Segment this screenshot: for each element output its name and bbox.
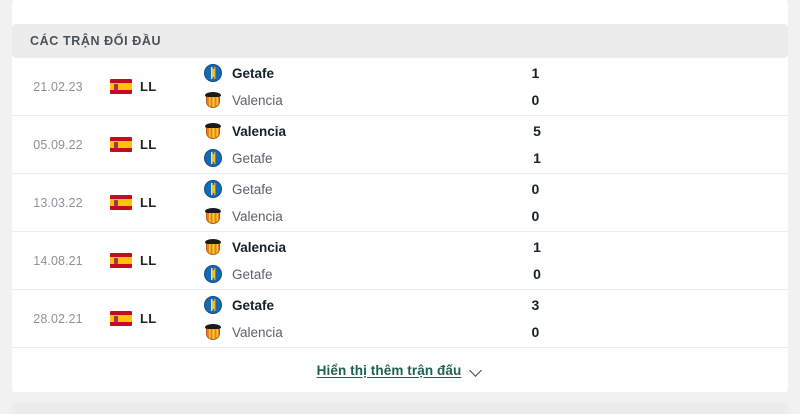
- table-row[interactable]: 14.08.21 LL Valencia: [12, 232, 788, 290]
- getafe-badge-icon: [204, 296, 222, 314]
- match-teams: Getafe Valencia: [190, 63, 460, 110]
- home-team-score: 3: [531, 297, 540, 313]
- page-right-margin: [794, 0, 800, 410]
- getafe-badge-icon: [204, 265, 222, 283]
- competition-code: LL: [140, 195, 157, 210]
- home-team-name: Getafe: [232, 297, 275, 313]
- match-scores: 1 0: [460, 63, 610, 110]
- match-competition: LL: [104, 311, 190, 326]
- match-competition: LL: [104, 137, 190, 152]
- competition-code: LL: [140, 311, 157, 326]
- away-team-name: Getafe: [232, 150, 273, 166]
- home-team-line: Getafe: [204, 295, 460, 315]
- spain-flag-icon: [110, 311, 132, 326]
- match-date: 28.02.21: [33, 311, 83, 326]
- next-section-header-peek: [12, 402, 788, 414]
- match-competition: LL: [104, 195, 190, 210]
- match-scores: 0 0: [460, 179, 610, 226]
- match-date: 13.03.22: [33, 195, 83, 210]
- competition-code: LL: [140, 79, 157, 94]
- home-team-score: 5: [533, 123, 541, 139]
- home-team-line: Getafe: [204, 179, 460, 199]
- away-team-line: Valencia: [204, 206, 460, 226]
- valencia-badge-icon: [204, 238, 222, 256]
- away-team-score: 0: [531, 208, 540, 224]
- away-team-name: Valencia: [232, 208, 283, 224]
- show-more-matches-row: Hiển thị thêm trận đấu: [12, 348, 788, 392]
- away-team-name: Valencia: [232, 324, 283, 340]
- home-team-name: Valencia: [232, 123, 287, 139]
- spain-flag-icon: [110, 137, 132, 152]
- away-team-line: Getafe: [204, 148, 462, 168]
- competition-code: LL: [140, 253, 157, 268]
- match-date: 14.08.21: [33, 253, 83, 268]
- home-team-line: Valencia: [204, 121, 462, 141]
- valencia-badge-icon: [204, 91, 222, 109]
- match-scores: 3 0: [460, 295, 610, 342]
- home-team-score: 1: [533, 239, 541, 255]
- home-team-line: Valencia: [204, 237, 462, 257]
- getafe-badge-icon: [204, 149, 222, 167]
- match-scores: 1 0: [462, 237, 612, 284]
- away-team-score: 1: [533, 150, 541, 166]
- valencia-badge-icon: [204, 323, 222, 341]
- section-header: CÁC TRẬN ĐỐI ĐẦU: [12, 24, 788, 58]
- page-title: CÁC TRẬN ĐỐI ĐẦU: [30, 34, 162, 48]
- match-scores: 5 1: [462, 121, 612, 168]
- home-team-name: Getafe: [232, 181, 273, 197]
- match-teams: Valencia Getafe: [190, 121, 462, 168]
- home-team-score: 1: [531, 65, 540, 81]
- show-more-matches-link[interactable]: Hiển thị thêm trận đấu: [316, 362, 462, 378]
- match-competition: LL: [104, 79, 190, 94]
- match-list: 21.02.23 LL Getafe: [12, 58, 788, 348]
- chevron-down-icon[interactable]: [470, 366, 483, 374]
- competition-code: LL: [140, 137, 157, 152]
- table-row[interactable]: 21.02.23 LL Getafe: [12, 58, 788, 116]
- match-teams: Getafe Valencia: [190, 295, 460, 342]
- away-team-name: Valencia: [232, 92, 283, 108]
- away-team-score: 0: [533, 266, 541, 282]
- away-team-line: Getafe: [204, 264, 462, 284]
- home-team-line: Getafe: [204, 63, 460, 83]
- home-team-name: Valencia: [232, 239, 287, 255]
- getafe-badge-icon: [204, 64, 222, 82]
- home-team-score: 0: [531, 181, 540, 197]
- valencia-badge-icon: [204, 122, 222, 140]
- valencia-badge-icon: [204, 207, 222, 225]
- match-date: 21.02.23: [33, 79, 83, 94]
- getafe-badge-icon: [204, 180, 222, 198]
- away-team-line: Valencia: [204, 90, 460, 110]
- match-date: 05.09.22: [33, 137, 83, 152]
- away-team-score: 0: [531, 92, 540, 108]
- table-row[interactable]: 13.03.22 LL Getafe: [12, 174, 788, 232]
- away-team-name: Getafe: [232, 266, 273, 282]
- match-teams: Valencia Getafe: [190, 237, 462, 284]
- spain-flag-icon: [110, 79, 132, 94]
- table-row[interactable]: 05.09.22 LL Valencia: [12, 116, 788, 174]
- head-to-head-card: CÁC TRẬN ĐỐI ĐẦU 21.02.23 LL G: [12, 0, 788, 392]
- away-team-score: 0: [531, 324, 540, 340]
- spain-flag-icon: [110, 195, 132, 210]
- match-teams: Getafe Valencia: [190, 179, 460, 226]
- spain-flag-icon: [110, 253, 132, 268]
- home-team-name: Getafe: [232, 65, 275, 81]
- match-competition: LL: [104, 253, 190, 268]
- away-team-line: Valencia: [204, 322, 460, 342]
- table-row[interactable]: 28.02.21 LL Getafe: [12, 290, 788, 348]
